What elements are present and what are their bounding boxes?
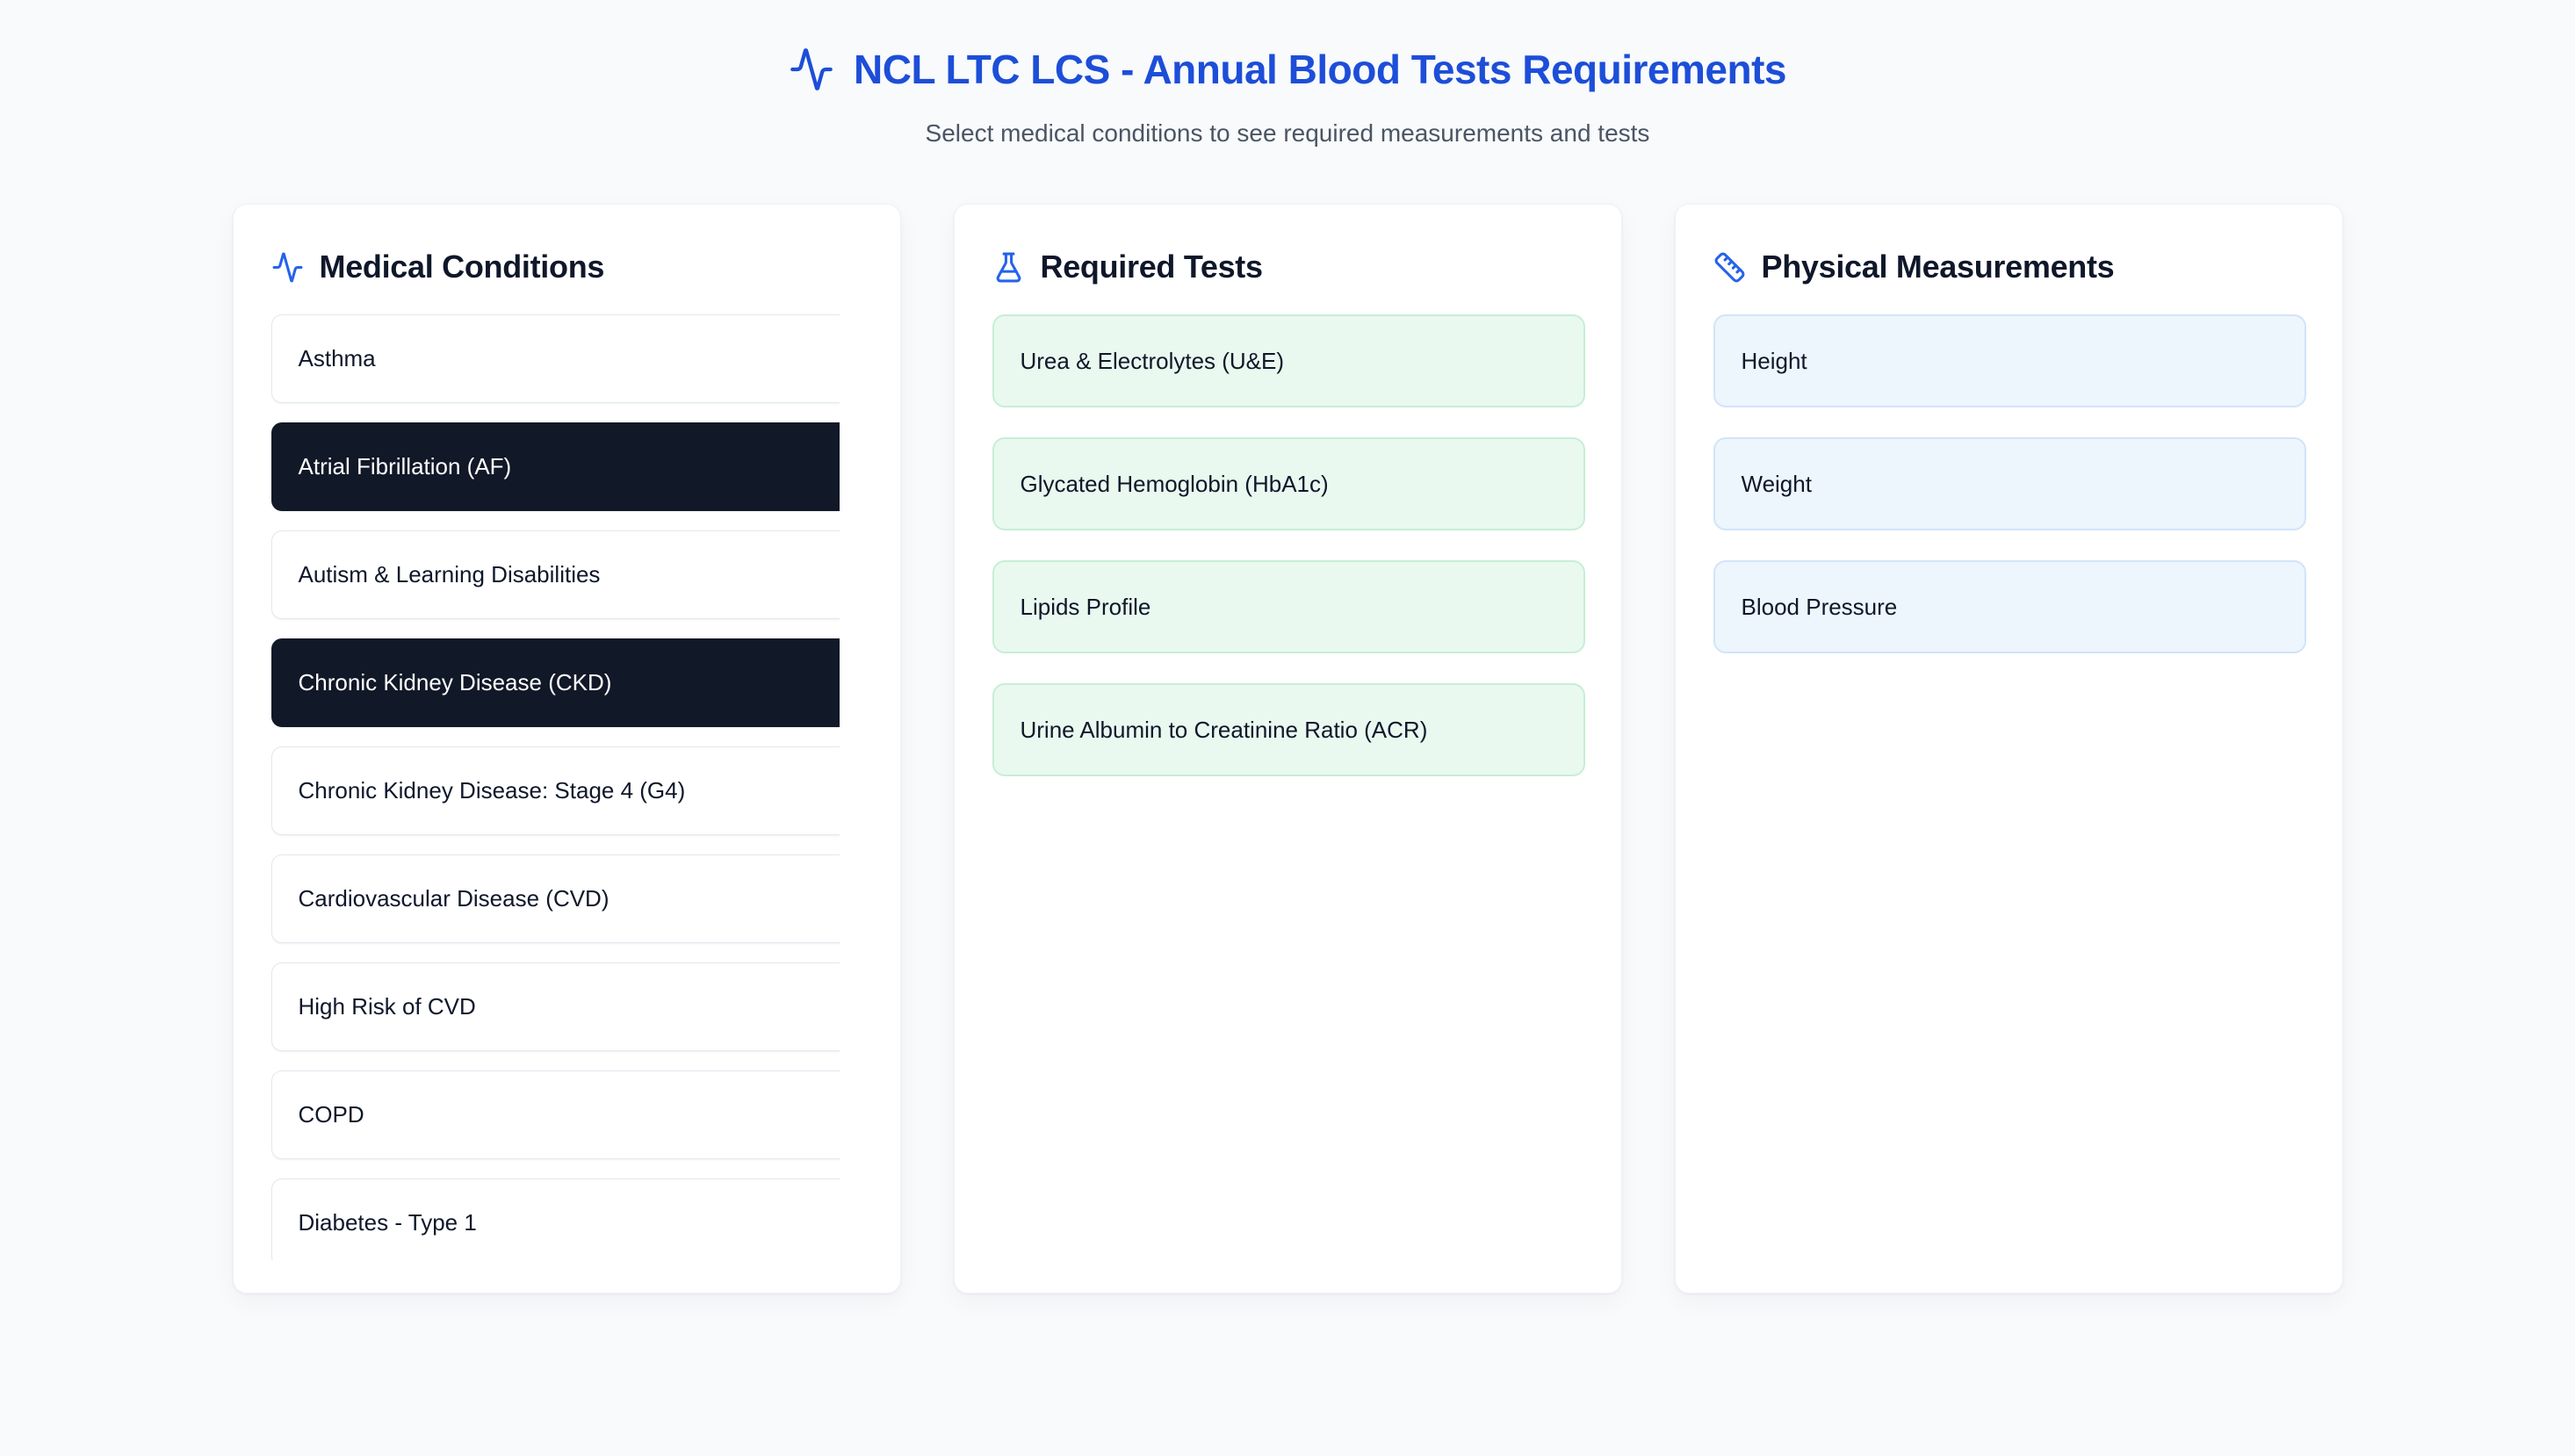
flask-icon <box>992 251 1025 284</box>
measurement-item: Blood Pressure <box>1713 560 2306 653</box>
medical-conditions-header: Medical Conditions <box>271 249 862 285</box>
condition-item[interactable]: Asthma <box>270 314 840 403</box>
main-content: Medical Conditions Asthma Atrial Fibrilla… <box>0 204 2575 1294</box>
physical-measurements-header: Physical Measurements <box>1713 249 2305 285</box>
ruler-icon <box>1713 251 1746 284</box>
condition-item[interactable]: COPD <box>270 1070 840 1159</box>
test-item: Lipids Profile <box>992 560 1585 653</box>
measurements-list: Height Weight Blood Pressure <box>1713 314 2306 653</box>
medical-conditions-title: Medical Conditions <box>319 249 605 285</box>
condition-item[interactable]: Autism & Learning Disabilities <box>270 530 840 619</box>
page-title: NCL LTC LCS - Annual Blood Tests Require… <box>854 47 1786 92</box>
condition-item[interactable]: High Risk of CVD <box>270 962 840 1051</box>
medical-conditions-panel: Medical Conditions Asthma Atrial Fibrilla… <box>232 204 901 1294</box>
required-tests-panel: Required Tests Urea & Electrolytes (U&E)… <box>953 204 1622 1294</box>
activity-icon <box>271 251 304 284</box>
measurement-item: Weight <box>1713 437 2306 530</box>
measurement-item: Height <box>1713 314 2306 407</box>
condition-item[interactable]: Chronic Kidney Disease: Stage 4 (G4) <box>270 746 840 835</box>
test-item: Glycated Hemoglobin (HbA1c) <box>992 437 1585 530</box>
page-header: NCL LTC LCS - Annual Blood Tests Require… <box>0 0 2575 148</box>
physical-measurements-panel: Physical Measurements Height Weight Blood … <box>1674 204 2343 1294</box>
tests-list: Urea & Electrolytes (U&E) Glycated Hemogl… <box>992 314 1585 776</box>
condition-item[interactable]: Atrial Fibrillation (AF) <box>270 422 840 511</box>
page-subtitle: Select medical conditions to see require… <box>925 119 1650 147</box>
required-tests-title: Required Tests <box>1040 249 1264 285</box>
title-row: NCL LTC LCS - Annual Blood Tests Require… <box>789 46 1786 93</box>
test-item: Urea & Electrolytes (U&E) <box>992 314 1585 407</box>
required-tests-header: Required Tests <box>992 249 1583 285</box>
condition-item[interactable]: Chronic Kidney Disease (CKD) <box>270 638 840 727</box>
conditions-list[interactable]: Asthma Atrial Fibrillation (AF) Autism & L… <box>270 314 840 1260</box>
activity-icon <box>789 47 834 92</box>
test-item: Urine Albumin to Creatinine Ratio (ACR) <box>992 683 1585 776</box>
physical-measurements-title: Physical Measurements <box>1761 249 2115 285</box>
condition-item[interactable]: Diabetes - Type 1 <box>270 1178 840 1260</box>
condition-item[interactable]: Cardiovascular Disease (CVD) <box>270 854 840 943</box>
